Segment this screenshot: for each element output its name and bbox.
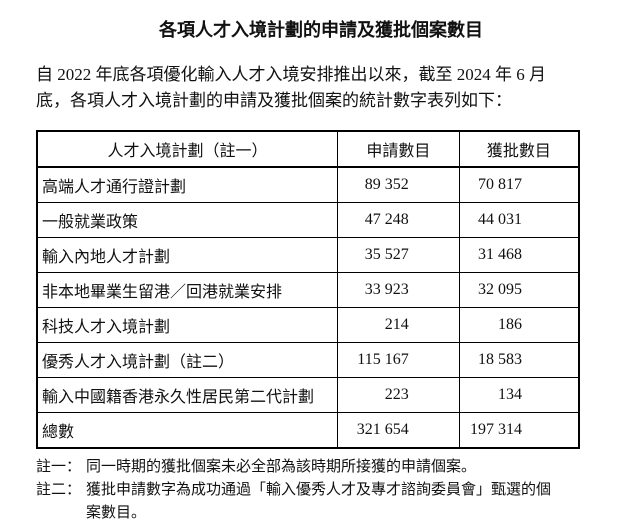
title: 各項人才入境計劃的申請及獲批個案數目 (159, 20, 483, 40)
note-text: 獲批申請數字為成功通過「輸入優秀人才及專才諮詢委員會」甄選的個 案數目。 (86, 479, 551, 525)
table-cell: 35 527 (336, 237, 460, 273)
table-cell: 科技人才入境計劃 (36, 307, 338, 343)
table-cell: 186 (458, 307, 580, 343)
table-cell: 115 167 (336, 342, 460, 378)
table-body: 高端人才通行證計劃 89 352 70 817 一般就業政策 47 248 44 031 輸… (36, 166, 580, 449)
intro-line: 自 2022 年底各項優化輸入人才入境安排推出以來，截至 2024 年 6 月 (36, 65, 546, 84)
table-cell: 70 817 (458, 166, 580, 203)
table-row: 一般就業政策 47 248 44 031 (36, 202, 580, 238)
table-cell: 44 031 (458, 202, 580, 238)
table-cell: 18 583 (458, 342, 580, 378)
table-cell: 輸入中國籍香港永久性居民第二代計劃 (36, 377, 338, 413)
table-cell: 優秀人才入境計劃（註二） (36, 342, 338, 378)
table-cell: 134 (458, 377, 580, 413)
table-cell: 一般就業政策 (36, 202, 338, 238)
table-cell: 214 (336, 307, 460, 343)
header-cell: 獲批數目 (458, 130, 580, 168)
table-cell: 非本地畢業生留港／回港就業安排 (36, 272, 338, 308)
table-cell: 321 654 (336, 412, 460, 449)
table-row: 總數 321 654 197 314 (36, 412, 580, 449)
table-row: 輸入內地人才計劃 35 527 31 468 (36, 237, 580, 273)
notes: 註一： 同一時期的獲批個案未必全部為該時期所接獲的申請個案。 註二： 獲批申請數字為成… (36, 456, 596, 525)
table-cell: 197 314 (458, 412, 580, 449)
header-row: 人才入境計劃（註一） 申請數目 獲批數目 (36, 130, 580, 168)
table-cell: 31 468 (458, 237, 580, 273)
note-line: 獲批申請數字為成功通過「輸入優秀人才及專才諮詢委員會」甄選的個 (86, 482, 552, 498)
note-line: 同一時期的獲批個案未必全部為該時期所接獲的申請個案。 (86, 459, 477, 475)
table: 人才入境計劃（註一） 申請數目 獲批數目 高端人才通行證計劃 89 352 70 817… (36, 130, 580, 449)
table-row: 非本地畢業生留港／回港就業安排 33 923 32 095 (36, 272, 580, 308)
table-cell: 47 248 (336, 202, 460, 238)
note: 註一： 同一時期的獲批個案未必全部為該時期所接獲的申請個案。 (36, 456, 596, 479)
header-cell: 人才入境計劃（註一） (36, 130, 338, 168)
header-cell: 申請數目 (336, 130, 460, 168)
note: 註二： 獲批申請數字為成功通過「輸入優秀人才及專才諮詢委員會」甄選的個 案數目。 (36, 479, 596, 525)
table-cell: 89 352 (336, 166, 460, 203)
table-cell: 33 923 (336, 272, 460, 308)
table-row: 高端人才通行證計劃 89 352 70 817 (36, 166, 580, 203)
table-cell: 輸入內地人才計劃 (36, 237, 338, 273)
note-label: 註一： (36, 459, 82, 475)
note-line: 案數目。 (86, 505, 147, 521)
intro: 自 2022 年底各項優化輸入人才入境安排推出以來，截至 2024 年 6 月底… (36, 62, 596, 114)
table-cell: 223 (336, 377, 460, 413)
table-row: 輸入中國籍香港永久性居民第二代計劃 223 134 (36, 377, 580, 413)
note-text: 同一時期的獲批個案未必全部為該時期所接獲的申請個案。 (86, 456, 476, 479)
note-label: 註二： (36, 482, 82, 498)
table-row: 優秀人才入境計劃（註二） 115 167 18 583 (36, 342, 580, 378)
table-cell: 高端人才通行證計劃 (36, 166, 338, 203)
table-row: 科技人才入境計劃 214 186 (36, 307, 580, 343)
table-cell: 32 095 (458, 272, 580, 308)
intro-line: 底，各項人才入境計劃的申請及獲批個案的統計數字表列如下： (36, 91, 512, 110)
table-cell: 總數 (36, 412, 338, 449)
